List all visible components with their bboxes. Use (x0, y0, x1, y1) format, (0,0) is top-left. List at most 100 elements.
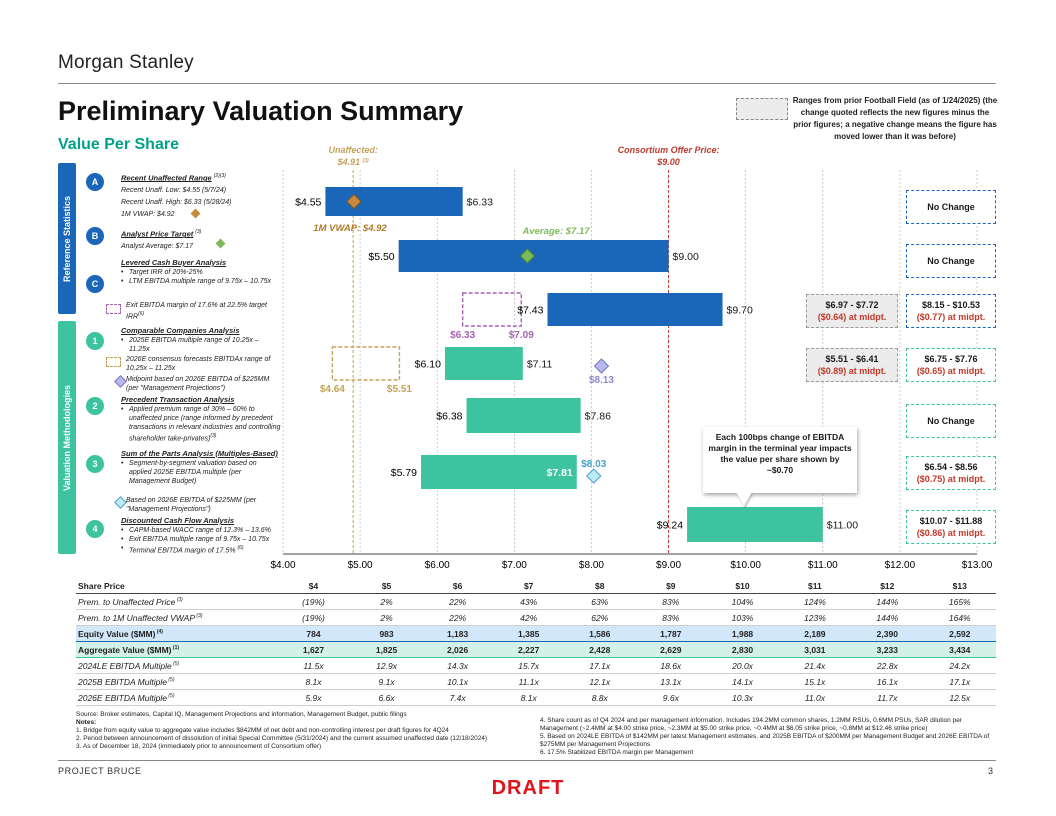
table-row-6-cell-8: 11.7x (851, 689, 924, 706)
reference-label-1: Consortium Offer Price: (618, 145, 720, 155)
row-bullet-4-1: Exit EBITDA multiple range of 9.75x – 10… (121, 535, 281, 544)
reference-value-0: $4.91 (3) (337, 157, 369, 167)
bar-low-label-C: $7.43 (517, 305, 543, 317)
change-box-C: $8.15 - $10.53 ($0.77) at midpt. (906, 294, 996, 328)
change-box-delta-C: ($0.77) at midpt. (916, 312, 986, 322)
table-row-4-label: 2024LE EBITDA Multiple (5) (76, 657, 276, 674)
change-box-text-A: No Change (927, 202, 975, 212)
marker-label-A: 1M VWAP: $4.92 (313, 223, 387, 234)
table-row-5-cell-5: 13.1x (635, 673, 707, 690)
row-heading-3: Sum of the Parts Analysis (Multiples-Bas… (121, 449, 278, 458)
table-row-1-cell-9: 164% (923, 609, 996, 626)
row-swatch-note-1: 2026E consensus forecasts EBITDAx range … (126, 356, 271, 372)
table-row-0-cell-4: 63% (564, 593, 636, 610)
table-row-0-cell-2: 22% (422, 593, 494, 610)
x-tick-label-8: $12.00 (885, 560, 916, 571)
row-line-a-0: Recent Unaff. Low: $4.55 (5/7/24) (121, 187, 227, 195)
marker-diamond-3 (586, 468, 602, 484)
row-bullet-2-0-text: Applied premium range of 30% – 60% to un… (129, 406, 281, 443)
change-box-text-1: $6.75 - $7.76 (924, 354, 978, 364)
bar-high-label-4: $11.00 (827, 520, 858, 532)
table-row-6-cell-6: 10.3x (706, 689, 779, 706)
footnotes-left: Source: Broker estimates, Capital IQ, Ma… (76, 711, 526, 751)
bar-low-label-3: $5.79 (391, 467, 417, 479)
page-number: 3 (988, 766, 994, 776)
row-bullet-2-0: Applied premium range of 30% – 60% to un… (121, 405, 281, 443)
row-badge-c: C (86, 275, 104, 293)
table-row-0-label: Prem. to Unaffected Price (3) (76, 593, 276, 610)
table-row-6-cell-0: 5.9x (276, 689, 352, 706)
table-row-2-cell-0: 784 (276, 625, 352, 642)
bar-high-label-2: $7.86 (585, 411, 611, 423)
row-sup-4: (6) (237, 545, 244, 551)
marker-diamond-A (346, 193, 362, 210)
bar-low-label-2: $6.38 (436, 411, 462, 423)
change-box-text-2: No Change (927, 416, 975, 426)
row-heading-b: Analyst Price Target (121, 229, 194, 239)
prior-range-box-1: $5.51 - $6.41 ($0.89) at midpt. (806, 348, 898, 382)
table-row-1-cell-5: 83% (635, 609, 707, 626)
table-row-0-cell-0: (19%) (276, 593, 352, 610)
table-row-2-cell-3: 1,385 (493, 625, 565, 642)
table-row-6-cell-7: 11.0x (778, 689, 852, 706)
table-header-row: Share Price $4 $5 $6 $7 $8 $9 $10 $11 $12 $13 (76, 578, 996, 594)
table-row-1-sup: (3) (195, 612, 203, 619)
table-header-row-cell-0: $4 (276, 578, 352, 594)
row-label-b: Analyst Price Target (3) Analyst Average… (121, 228, 281, 251)
row-badge-b: B (86, 227, 104, 245)
table-row-4-cell-2: 14.3x (422, 657, 494, 674)
change-box-1: $6.75 - $7.76 ($0.65) at midpt. (906, 348, 996, 382)
table-row-2-label: Equity Value ($MM) (4) (76, 625, 276, 642)
marker-diamond-B (519, 248, 536, 264)
bar-high-label-C: $9.70 (727, 305, 753, 317)
change-box-text-C: $8.15 - $10.53 (921, 300, 981, 310)
table-row-2-cell-1: 983 (351, 625, 423, 642)
page-title: Preliminary Valuation Summary (58, 96, 464, 126)
table-row-4: 2024LE EBITDA Multiple (5) 11.5x 12.9x 14.3… (76, 657, 996, 674)
table-row-4-cell-6: 20.0x (706, 657, 779, 674)
table-row-5-cell-2: 10.1x (422, 673, 494, 690)
table-row-5-sup: (5) (166, 676, 175, 683)
table-row-3-label: Aggregate Value ($MM) (1) (76, 641, 276, 658)
table-header-row-label: Share Price (76, 578, 276, 594)
table-row-0: Prem. to Unaffected Price (3) (19%) 2% 22% 4… (76, 593, 996, 610)
prior-range-box-C: $6.97 - $7.72 ($0.64) at midpt. (806, 294, 898, 328)
row-diamond-note-1: Midpoint based on 2026E EBITDA of $225MM… (126, 376, 270, 392)
x-tick-label-1: $5.00 (348, 560, 373, 571)
row-bullet-c-0: Target IRR of 20%-25% (121, 268, 281, 277)
row-badge-a: A (86, 173, 104, 191)
brand-logo: Morgan Stanley (58, 52, 194, 73)
row-bullet-4-0: CAPM-based WACC range of 12.3% – 13.6% (121, 526, 281, 535)
row-badge-2: 2 (86, 397, 104, 415)
change-box-text-4: $10.07 - $11.88 (919, 516, 983, 526)
table-row-1-cell-3: 42% (493, 609, 565, 626)
bar-high-label-A: $6.33 (467, 197, 493, 209)
table-row-1-cell-1: 2% (351, 609, 423, 626)
x-tick-label-2: $6.00 (425, 560, 450, 571)
marker-diamond-1 (593, 358, 610, 374)
table-row-3-sup: (1) (171, 644, 180, 651)
table-row-2-cell-4: 1,586 (564, 625, 636, 642)
marker-label-1: $8.13 (589, 375, 614, 386)
table-row-0-cell-7: 124% (778, 593, 852, 610)
table-row-3-cell-1: 1,825 (351, 641, 423, 658)
table-row-3-cell-9: 3,434 (923, 641, 996, 658)
table-row-0-sup: (3) (175, 596, 183, 603)
reference-label-0: Unaffected: (328, 145, 377, 155)
change-box-A: No Change (906, 190, 996, 224)
change-box-delta-4: ($0.86) at midpt. (916, 528, 986, 538)
row-swatch-note-c: Exit EBITDA margin of 17.6% at 22.5% tar… (126, 301, 278, 321)
footnote-4: 4. Share count as of Q4 2024 and per man… (540, 717, 962, 732)
table-row-3-cell-5: 2,629 (635, 641, 707, 658)
table-header-row-cell-2: $6 (422, 578, 494, 594)
table-row-0-cell-1: 2% (351, 593, 423, 610)
row-swatch-note-c-sup: (6) (138, 311, 145, 317)
prior-range-delta-1: ($0.89) at midpt. (817, 366, 887, 376)
premium-table: Share Price $4 $5 $6 $7 $8 $9 $10 $11 $12 $13 Prem.… (76, 578, 996, 706)
dashed-range-low-C: $6.33 (450, 330, 475, 341)
row-label-a: Recent Unaffected Range (2)(3) Recent Un… (121, 172, 281, 219)
dashed-range-C (461, 292, 522, 327)
row-bullet-1-0: 2025E EBITDA multiple range of 10.25x – … (121, 336, 281, 354)
x-tick-label-9: $13.00 (962, 560, 993, 571)
bar-low-label-B: $5.50 (368, 251, 394, 263)
